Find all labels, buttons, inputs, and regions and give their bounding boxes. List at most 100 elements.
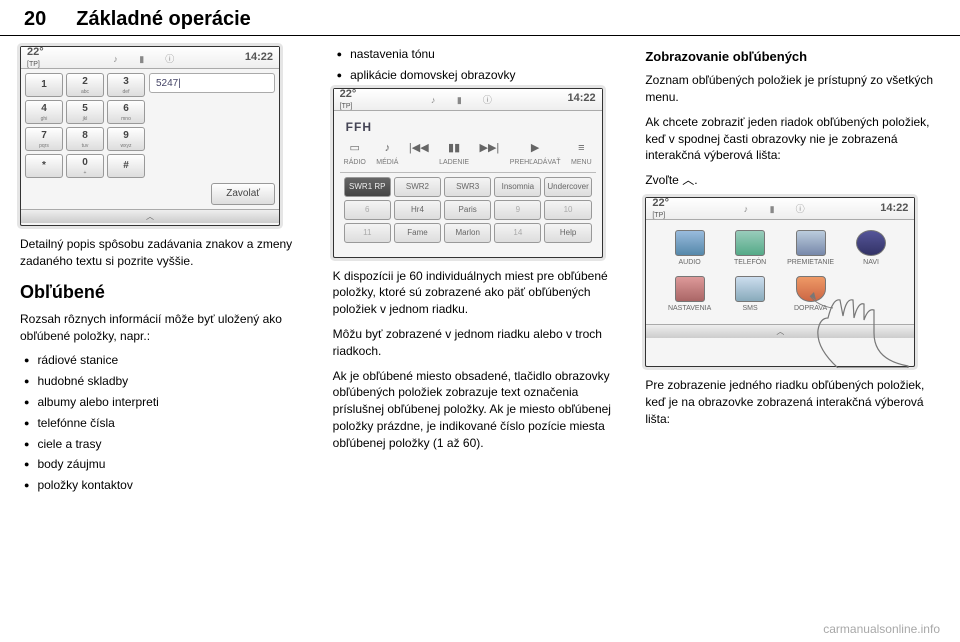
keypad-key[interactable]: 1 (25, 73, 63, 97)
text-block: Ak je obľúbené miesto obsadené, tlačidlo… (333, 368, 628, 452)
home-app[interactable]: NASTAVENIA (662, 276, 717, 314)
screenshot-topbar: 22° [TP] ♪ ▮ ⓘ 14:22 (646, 198, 914, 220)
list-item: hudobné skladby (24, 373, 315, 390)
info-icon: ⓘ (796, 203, 806, 213)
favourite-slot[interactable]: 14 (494, 223, 541, 243)
favourite-slot[interactable]: Undercover (544, 177, 591, 197)
keypad-key[interactable]: 3def (107, 73, 145, 97)
text-block: Ak chcete zobraziť jeden riadok obľúbený… (645, 114, 940, 164)
media-control-button[interactable]: ▶▶| (480, 141, 500, 167)
favourites-type-list: rádiové stanice hudobné skladby albumy ale… (20, 352, 315, 494)
favourites-type-list-cont: nastavenia tónu aplikácie domovskej obraz… (333, 46, 628, 84)
home-app[interactable]: DOPRAVA (783, 276, 838, 314)
list-item: ciele a trasy (24, 436, 315, 453)
keypad-key[interactable]: # (107, 154, 145, 178)
temp-label: 22° (27, 45, 44, 60)
text-block: Zoznam obľúbených položiek je prístupný … (645, 72, 940, 106)
text-block: Môžu byť zobrazené v jednom riadku alebo… (333, 326, 628, 360)
favourite-slot[interactable]: 9 (494, 200, 541, 220)
favourites-heading: Obľúbené (20, 280, 315, 305)
keypad-key[interactable]: 7pqrs (25, 127, 63, 151)
tp-label: [TP] (340, 102, 357, 112)
favourite-slot[interactable]: Paris (444, 200, 491, 220)
screenshot-topbar: 22° [TP] ♪ ▮ ⓘ 14:22 (21, 47, 279, 69)
media-control-button[interactable]: |◀◀ (409, 141, 429, 167)
topbar-icons: ♪ ▮ ⓘ (431, 94, 493, 104)
keypad-chevron[interactable]: ︿ (21, 209, 279, 223)
dial-display: 5247| (149, 73, 275, 93)
favourite-slot[interactable]: 11 (344, 223, 391, 243)
list-item: albumy alebo interpreti (24, 394, 315, 411)
screenshot-topbar: 22° [TP] ♪ ▮ ⓘ 14:22 (334, 89, 602, 111)
favourite-slot[interactable]: 6 (344, 200, 391, 220)
favourite-slot[interactable]: Hr4 (394, 200, 441, 220)
topbar-icons: ♪ ▮ ⓘ (113, 53, 175, 63)
media-control-button[interactable]: ♪MÉDIÁ (376, 141, 398, 167)
home-app[interactable]: NAVI (844, 230, 899, 268)
footer-source: carmanualsonline.info (823, 622, 940, 636)
column-3: Zobrazovanie obľúbených Zoznam obľúbenýc… (645, 46, 940, 498)
home-app[interactable]: AUDIO (662, 230, 717, 268)
home-app[interactable]: TELEFÓN (723, 230, 778, 268)
favourite-slot[interactable]: SWR3 (444, 177, 491, 197)
list-item: nastavenia tónu (337, 46, 628, 63)
list-item: aplikácie domovskej obrazovky (337, 67, 628, 84)
time-label: 14:22 (880, 201, 908, 216)
keypad-grid: 12abc3def 4ghi5jkl6mno 7pqrs8tuv9wxyz *0+# (25, 73, 145, 205)
text-block: Pre zobrazenie jedného riadku obľúbených… (645, 377, 940, 427)
tp-label: [TP] (27, 60, 44, 70)
favourite-slot[interactable]: Insomnia (494, 177, 541, 197)
list-item: telefónne čísla (24, 415, 315, 432)
favourite-slot[interactable]: Help (544, 223, 591, 243)
phone-icon: ▮ (139, 53, 149, 63)
column-1: 22° [TP] ♪ ▮ ⓘ 14:22 12abc3def 4ghi5jkl6m… (20, 46, 315, 498)
screenshot-home: 22° [TP] ♪ ▮ ⓘ 14:22 AUDIOTELEFÓNPREMIET… (645, 197, 915, 367)
page-title: Základné operácie (76, 8, 251, 31)
info-icon: ⓘ (165, 53, 175, 63)
media-controls: ▭RÁDIO ♪MÉDIÁ |◀◀ ▮▮LADENIE ▶▶| ▶PREHĽADÁVAŤ ≡… (340, 141, 596, 172)
text-block: Zvoľte ︿. (645, 172, 940, 189)
favourite-slot[interactable]: Marlon (444, 223, 491, 243)
home-app[interactable]: PREMIETANIE (783, 230, 838, 268)
station-name: FFH (346, 119, 596, 136)
favourite-slot[interactable]: SWR2 (394, 177, 441, 197)
favourite-slot[interactable]: Fame (394, 223, 441, 243)
home-chevron[interactable]: ︿ (646, 324, 914, 338)
keypad-key[interactable]: * (25, 154, 63, 178)
media-control-button[interactable]: ▭RÁDIO (344, 141, 366, 167)
keypad-key[interactable]: 0+ (66, 154, 104, 178)
music-icon: ♪ (113, 53, 123, 63)
screenshot-keypad: 22° [TP] ♪ ▮ ⓘ 14:22 12abc3def 4ghi5jkl6m… (20, 46, 280, 226)
screenshot-favourites: 22° [TP] ♪ ▮ ⓘ 14:22 FFH ▭RÁDIO ♪MÉDIÁ |◀◀… (333, 88, 603, 258)
keypad-key[interactable]: 8tuv (66, 127, 104, 151)
phone-icon: ▮ (770, 203, 780, 213)
keypad-key[interactable]: 5jkl (66, 100, 104, 124)
time-label: 14:22 (568, 91, 596, 106)
topbar-icons: ♪ ▮ ⓘ (744, 203, 806, 213)
favourite-slot[interactable]: 10 (544, 200, 591, 220)
home-app[interactable]: SMS (723, 276, 778, 314)
temp-label: 22° (652, 196, 669, 211)
keypad-key[interactable]: 6mno (107, 100, 145, 124)
keypad-key[interactable]: 9wxyz (107, 127, 145, 151)
favourite-slot[interactable]: SWR1 RP (344, 177, 391, 197)
text-block: Detailný popis spôsobu zadávania znakov … (20, 236, 315, 270)
list-item: body záujmu (24, 456, 315, 473)
info-icon: ⓘ (483, 94, 493, 104)
content-columns: 22° [TP] ♪ ▮ ⓘ 14:22 12abc3def 4ghi5jkl6m… (0, 36, 960, 508)
keypad-key[interactable]: 4ghi (25, 100, 63, 124)
showing-favs-heading: Zobrazovanie obľúbených (645, 48, 940, 66)
text-block: Rozsah rôznych informácií môže byť ulože… (20, 311, 315, 345)
media-control-button[interactable]: ▮▮LADENIE (439, 141, 469, 167)
temp-label: 22° (340, 87, 357, 102)
music-icon: ♪ (744, 203, 754, 213)
page-number: 20 (24, 8, 46, 31)
favourites-grid: SWR1 RPSWR2SWR3InsomniaUndercover 6Hr4Par… (340, 173, 596, 247)
text-block: K dispozícii je 60 individuálnych miest … (333, 268, 628, 318)
media-control-button[interactable]: ▶PREHĽADÁVAŤ (510, 141, 561, 167)
media-control-button[interactable]: ≡MENU (571, 141, 592, 167)
keypad-key[interactable]: 2abc (66, 73, 104, 97)
call-button[interactable]: Zavolať (211, 183, 275, 205)
time-label: 14:22 (245, 50, 273, 65)
list-item: rádiové stanice (24, 352, 315, 369)
